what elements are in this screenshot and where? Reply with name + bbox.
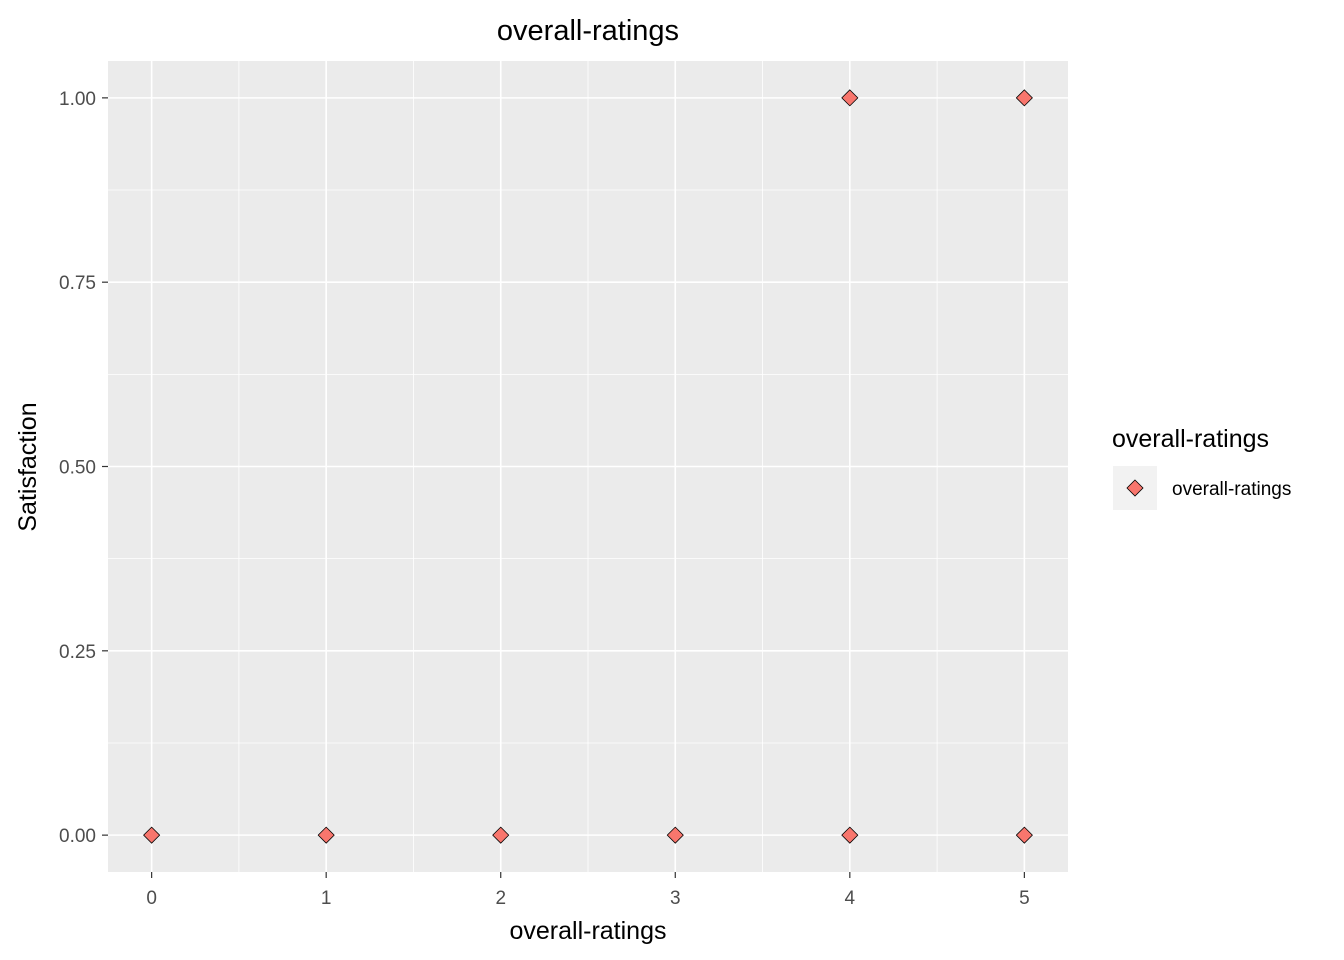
x-tick-label: 3 — [670, 888, 681, 909]
x-tick-label: 5 — [1019, 888, 1030, 909]
data-points — [143, 89, 1033, 844]
legend: overall-ratings overall-ratings — [1112, 425, 1291, 510]
data-point — [841, 89, 859, 107]
x-tick-label: 0 — [146, 888, 157, 909]
data-point — [666, 826, 684, 844]
data-point — [841, 826, 859, 844]
y-tick-label: 0.25 — [59, 642, 96, 663]
y-tick-label: 0.00 — [59, 826, 96, 847]
data-point — [1015, 89, 1033, 107]
data-point — [143, 826, 161, 844]
data-point — [492, 826, 510, 844]
plot-panel — [108, 61, 1068, 872]
x-axis: 0 1 2 3 4 5 — [146, 872, 1030, 909]
y-axis: 0.00 0.25 0.50 0.75 1.00 — [59, 89, 108, 847]
data-point — [1015, 826, 1033, 844]
data-point — [317, 826, 335, 844]
x-axis-title: overall-ratings — [509, 917, 666, 945]
chart-title: overall-ratings — [497, 15, 679, 47]
legend-title: overall-ratings — [1112, 425, 1269, 453]
y-tick-label: 0.75 — [59, 273, 96, 294]
y-tick-label: 1.00 — [59, 89, 96, 110]
legend-marker — [1126, 479, 1144, 497]
x-tick-label: 2 — [495, 888, 506, 909]
y-axis-title: Satisfaction — [14, 402, 42, 531]
legend-entry-label: overall-ratings — [1172, 479, 1291, 500]
x-tick-label: 1 — [321, 888, 332, 909]
y-tick-label: 0.50 — [59, 458, 96, 479]
x-tick-label: 4 — [845, 888, 856, 909]
